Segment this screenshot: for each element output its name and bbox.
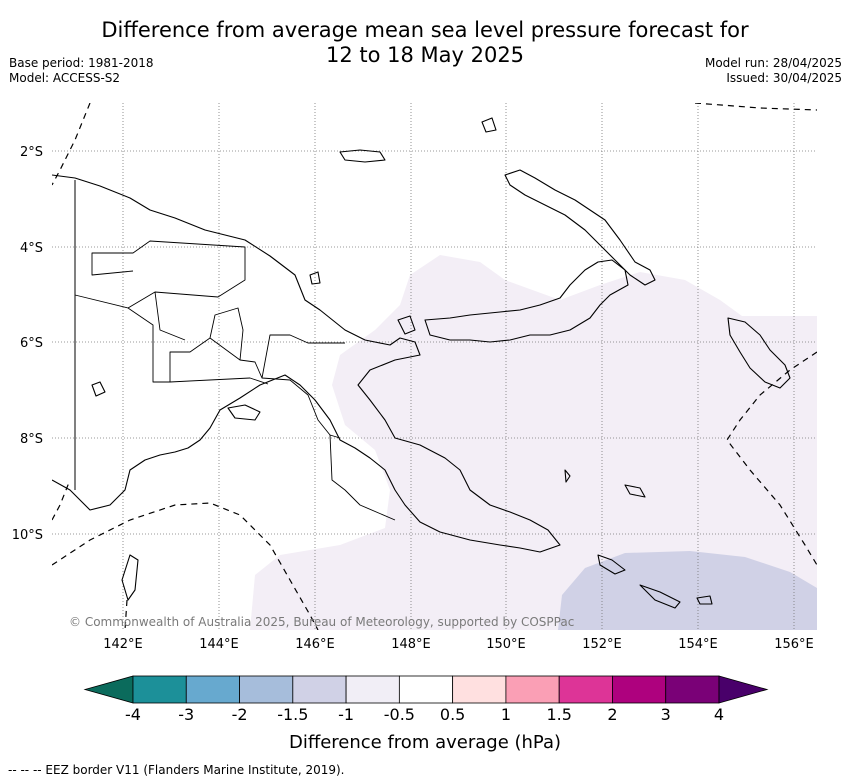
colorbar-arrow-low [83, 675, 134, 704]
island [564, 469, 571, 483]
lon-tick-label: 142°E [103, 637, 143, 652]
colorbar-swatch [345, 675, 400, 704]
lat-tick-label: 8°S [20, 432, 43, 447]
colorbar-swatch [558, 675, 613, 704]
new-britain-coast [424, 259, 629, 343]
eez-footnote: -- -- -- EEZ border V11 (Flanders Marine… [8, 763, 345, 777]
island [121, 554, 139, 601]
lat-tick-label: 2°S [20, 145, 43, 160]
colorbar-tick-label: -4 [125, 705, 141, 724]
colorbar-swatch [292, 675, 347, 704]
lon-tick-labels: 142°E 144°E 146°E 148°E 150°E 152°E 154°… [103, 637, 814, 652]
manus-coast [339, 149, 386, 163]
copyright-notice: © Commonwealth of Australia 2025, Bureau… [69, 615, 574, 629]
eez-borders [52, 103, 817, 630]
colorbar-tick-label: 0.5 [440, 705, 465, 724]
lat-tick-labels: 2°S 4°S 6°S 8°S 10°S [12, 145, 43, 543]
island [91, 381, 106, 397]
island [397, 315, 416, 335]
colorbar-tick-label: 1.5 [546, 705, 571, 724]
island [481, 117, 497, 133]
coastlines [52, 117, 791, 609]
lat-tick-label: 6°S [20, 336, 43, 351]
model-name: Model: ACCESS-S2 [9, 71, 121, 85]
colorbar-tick-label: 2 [607, 705, 617, 724]
lat-tick-label: 4°S [20, 241, 43, 256]
new-guinea-coast [52, 174, 561, 553]
colorbar-label: Difference from average (hPa) [289, 732, 561, 753]
lon-tick-label: 154°E [678, 637, 718, 652]
colorbar-arrow-high [718, 675, 769, 704]
meta-left: Base period: 1981-2018 Model: ACCESS-S2 [9, 56, 154, 86]
new-ireland-coast [504, 169, 656, 286]
colorbar-swatch [398, 675, 454, 704]
island [309, 271, 321, 285]
lon-tick-label: 146°E [295, 637, 335, 652]
island [624, 484, 646, 498]
lon-tick-label: 152°E [582, 637, 622, 652]
island [639, 584, 681, 609]
map-area: © Commonwealth of Australia 2025, Bureau… [52, 103, 817, 630]
province-borders [74, 240, 396, 521]
meta-right: Model run: 28/04/2025 Issued: 30/04/2025 [705, 56, 842, 86]
colorbar-tick-label: 3 [661, 705, 671, 724]
issued-date: Issued: 30/04/2025 [726, 71, 842, 85]
colorbar-tick-label: -1 [338, 705, 354, 724]
colorbar-swatch [505, 675, 560, 704]
colorbar: -4 -3 -2 -1.5 -1 -0.5 0.5 1 1.5 2 3 4 [83, 675, 769, 724]
colorbar-tick-label: -3 [178, 705, 194, 724]
lat-tick-label: 10°S [12, 528, 43, 543]
anomaly-shade-minus-half [250, 255, 817, 630]
map-title: Difference from average mean sea level p… [0, 18, 850, 68]
colorbar-tick-label: 4 [714, 705, 724, 724]
base-period: Base period: 1981-2018 [9, 56, 154, 70]
island [227, 404, 261, 421]
colorbar-tick-label: 1 [501, 705, 511, 724]
colorbar-swatch [665, 675, 720, 704]
colorbar-tick-label: -0.5 [384, 705, 415, 724]
lon-tick-label: 144°E [199, 637, 239, 652]
colorbar-swatch [612, 675, 667, 704]
colorbar-tick-label: -1.5 [277, 705, 308, 724]
island [597, 554, 626, 575]
colorbar-swatch [185, 675, 240, 704]
model-run: Model run: 28/04/2025 [704, 56, 842, 70]
bougainville-coast [727, 317, 791, 389]
island [696, 595, 713, 605]
title-line-1: Difference from average mean sea level p… [101, 18, 749, 42]
colorbar-tick-label: -2 [232, 705, 248, 724]
colorbar-swatch [239, 675, 294, 704]
lon-tick-label: 148°E [391, 637, 431, 652]
colorbar-swatch [132, 675, 187, 704]
colorbar-swatch [452, 675, 507, 704]
title-line-2: 12 to 18 May 2025 [325, 43, 525, 67]
lon-tick-label: 156°E [774, 637, 814, 652]
lon-tick-label: 150°E [486, 637, 526, 652]
graticule [52, 103, 817, 630]
